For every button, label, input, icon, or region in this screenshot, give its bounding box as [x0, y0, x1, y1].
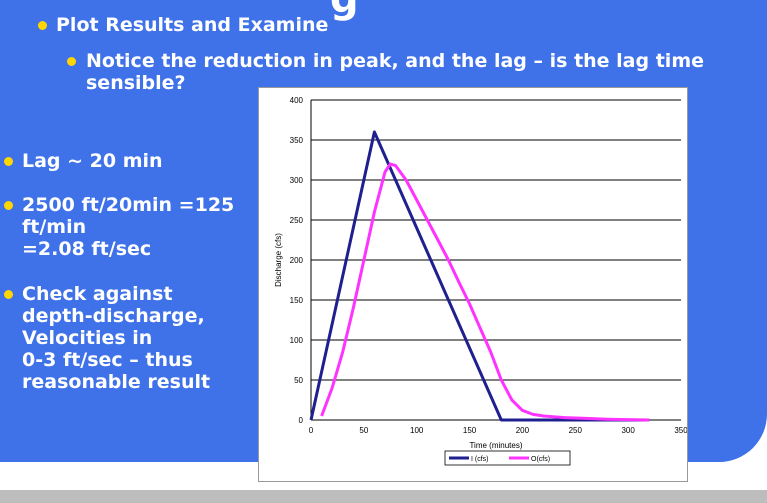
y-tick-label: 200: [290, 256, 304, 265]
bullet-velocity-calc: 2500 ft/20min =125 ft/min =2.08 ft/sec: [22, 194, 235, 260]
bullet-plot-results: Plot Results and Examine: [56, 14, 329, 36]
x-axis-label: Time (minutes): [469, 441, 522, 450]
bullet-dot-icon: [4, 201, 13, 210]
legend-label: O(cfs): [531, 456, 550, 463]
x-tick-label: 300: [621, 426, 635, 435]
x-tick-label: 200: [516, 426, 530, 435]
slide-title-fragment: g: [330, 0, 359, 22]
y-tick-label: 350: [290, 136, 304, 145]
legend-label: I (cfs): [471, 456, 489, 463]
hydrograph-chart: 0 50 100 150 200 250 300 350 400 0 50 100 150 200 250 3…: [258, 87, 688, 482]
y-tick-label: 150: [290, 296, 304, 305]
series-line-inflow: [309, 130, 650, 422]
series-line-outflow: [320, 162, 650, 422]
slide-footer-bar: [0, 490, 767, 503]
bullet-dot-icon: [4, 157, 13, 166]
bullet-dot-icon: [4, 290, 13, 299]
y-tick-label: 300: [290, 176, 304, 185]
x-tick-label: 350: [674, 426, 687, 435]
x-tick-label: 100: [410, 426, 424, 435]
x-tick-label: 0: [309, 426, 314, 435]
bullet-lag: Lag ~ 20 min: [22, 150, 163, 172]
y-tick-label: 50: [294, 376, 303, 385]
x-tick-label: 250: [569, 426, 583, 435]
bullet-dot-icon: [67, 57, 76, 66]
bullet-check-against: Check against depth-discharge, Velocitie…: [22, 283, 211, 393]
y-axis-label: Discharge (cfs): [274, 233, 283, 287]
x-tick-label: 150: [463, 426, 477, 435]
y-tick-label: 0: [299, 416, 304, 425]
y-tick-label: 400: [290, 96, 304, 105]
legend-box: [444, 450, 571, 466]
chart-svg: 0 50 100 150 200 250 300 350 400 0 50 100 150 200 250 3…: [274, 96, 688, 466]
y-tick-label: 100: [290, 336, 304, 345]
bullet-dot-icon: [38, 21, 47, 30]
y-tick-label: 250: [290, 216, 304, 225]
x-tick-label: 50: [359, 426, 368, 435]
bullet-notice-reduction: Notice the reduction in peak, and the la…: [86, 50, 705, 94]
